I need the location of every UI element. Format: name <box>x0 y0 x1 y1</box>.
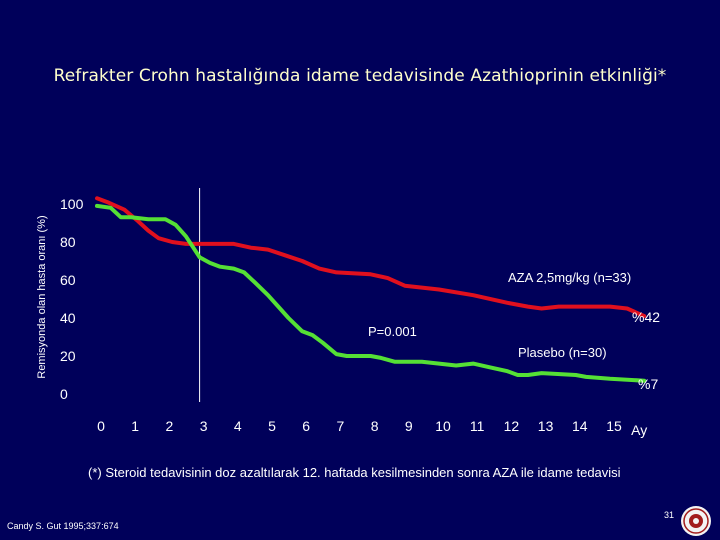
aza-end-value: %42 <box>632 309 660 325</box>
x-tick-label: 10 <box>435 418 451 434</box>
y-tick-label: 80 <box>60 234 76 250</box>
x-tick-label: 11 <box>470 418 485 434</box>
aza-series-line <box>95 196 647 319</box>
y-tick-label: 20 <box>60 348 76 364</box>
university-seal-icon <box>681 506 711 536</box>
y-tick-label: 40 <box>60 310 76 326</box>
x-tick-label: 8 <box>371 418 379 434</box>
footnote: (*) Steroid tedavisinin doz azaltılarak … <box>88 465 621 480</box>
placebo-series-label: Plasebo (n=30) <box>518 345 607 360</box>
slide-title: Refrakter Crohn hastalığında idame tedav… <box>53 66 667 86</box>
x-tick-label: 7 <box>337 418 345 434</box>
x-tick-label: 5 <box>268 418 276 434</box>
line-chart: Remisyonda olan hasta oranı (%) 10080604… <box>36 188 660 438</box>
x-tick-label: 0 <box>97 418 105 434</box>
x-axis-label: Ay <box>631 422 647 438</box>
placebo-series-line <box>95 203 647 383</box>
x-tick-label: 6 <box>302 418 310 434</box>
y-tick-label: 60 <box>60 272 76 288</box>
x-tick-label: 12 <box>504 418 520 434</box>
x-tick-label: 15 <box>606 418 622 434</box>
p-value-label: P=0.001 <box>368 324 417 339</box>
x-tick-label: 9 <box>405 418 413 434</box>
y-axis-label: Remisyonda olan hasta oranı (%) <box>36 215 48 378</box>
x-tick-label: 13 <box>538 418 554 434</box>
source-citation: Candy S. Gut 1995;337:674 <box>7 521 119 531</box>
aza-series-label: AZA 2,5mg/kg (n=33) <box>508 270 631 285</box>
x-tick-label: 2 <box>166 418 174 434</box>
x-tick-label: 3 <box>200 418 208 434</box>
x-tick-label: 1 <box>131 418 139 434</box>
x-tick-label: 4 <box>234 418 242 434</box>
y-tick-label: 100 <box>60 196 84 212</box>
x-tick-label: 14 <box>572 418 588 434</box>
y-tick-label: 0 <box>60 386 68 402</box>
page-number: 31 <box>664 510 675 520</box>
placebo-end-value: %7 <box>638 376 658 392</box>
